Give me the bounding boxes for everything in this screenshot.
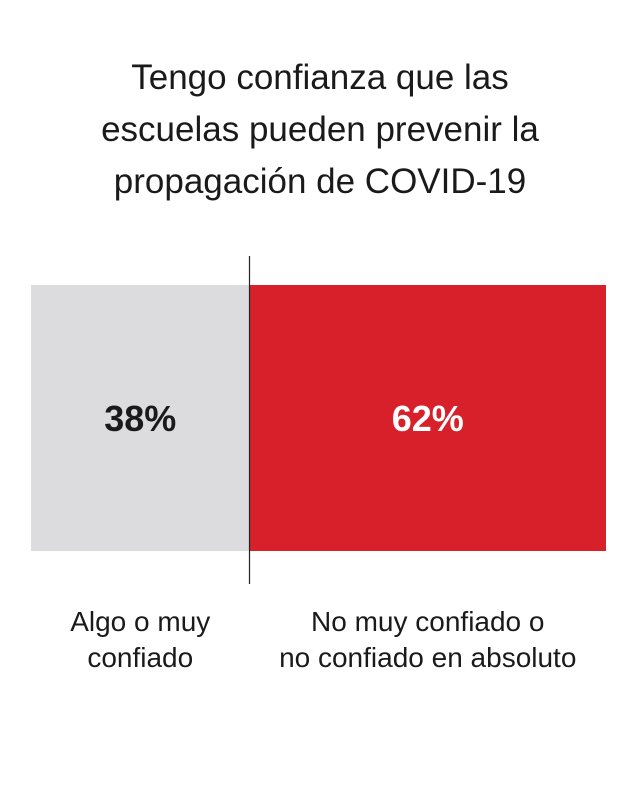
category-label-line: No muy confiado o [311,606,545,637]
bar-algo-o-muy-confiado [31,285,250,551]
chart-title-line-1: Tengo confianza que las [131,58,509,97]
category-label-line: Algo o muy [70,606,211,637]
category-label-no-muy-confiado: No muy confiado o no confiado en absolut… [228,604,628,676]
bar-no-muy-confiado [249,285,606,551]
category-label-algo-o-muy-confiado: Algo o muy confiado [0,604,281,676]
chart-title-line-3: propagación de COVID-19 [113,162,527,201]
stacked-bar-chart: 38% 62% [31,256,606,584]
chart-title: Tengo confianza que las escuelas pueden … [0,52,640,208]
data-label-62: 62% [392,398,464,439]
chart-title-line-2: escuelas pueden prevenir la [101,110,539,149]
category-label-line: no confiado en absoluto [279,642,577,673]
category-label-line: confiado [87,642,194,673]
data-label-38: 38% [104,398,176,439]
